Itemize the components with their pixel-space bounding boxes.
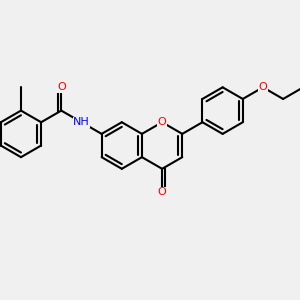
Text: O: O xyxy=(259,82,267,92)
Text: O: O xyxy=(158,117,167,127)
Text: O: O xyxy=(158,187,167,197)
Text: O: O xyxy=(57,82,66,92)
Text: NH: NH xyxy=(73,117,90,127)
